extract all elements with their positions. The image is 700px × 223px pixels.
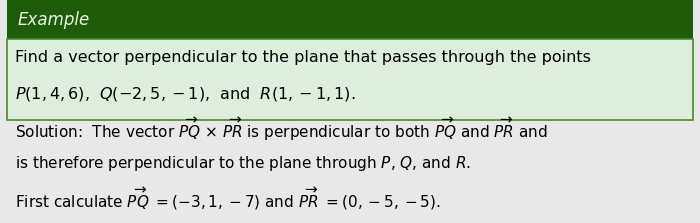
Text: Solution:  The vector $\overrightarrow{PQ}$ $\times$ $\overrightarrow{PR}$ is pe: Solution: The vector $\overrightarrow{PQ… [15,116,548,143]
FancyBboxPatch shape [7,39,693,120]
Text: is therefore perpendicular to the plane through $P$, $Q$, and $R$.: is therefore perpendicular to the plane … [15,154,471,173]
Text: First calculate $\overrightarrow{PQ}$ $= (-3, 1, -7)$ and $\overrightarrow{PR}$ : First calculate $\overrightarrow{PQ}$ $=… [15,185,441,212]
Text: $P(1, 4, 6)$,  $Q(-2, 5, -1)$,  and  $R(1, -1, 1)$.: $P(1, 4, 6)$, $Q(-2, 5, -1)$, and $R(1, … [15,85,356,103]
FancyBboxPatch shape [7,0,693,39]
Text: Find a vector perpendicular to the plane that passes through the points: Find a vector perpendicular to the plane… [15,50,592,66]
Text: Example: Example [18,10,90,29]
